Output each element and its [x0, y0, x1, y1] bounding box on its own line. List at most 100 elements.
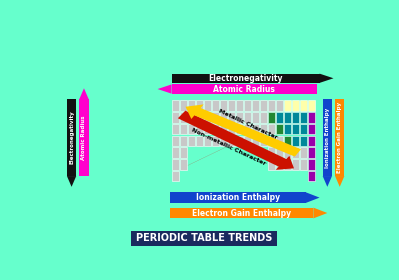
Bar	[300, 100, 307, 111]
Bar	[227, 112, 235, 123]
Bar	[180, 136, 187, 146]
Bar	[300, 124, 307, 134]
FancyArrow shape	[186, 104, 301, 157]
Polygon shape	[320, 74, 334, 83]
Bar	[300, 112, 307, 123]
Bar	[172, 124, 179, 134]
Bar	[180, 100, 187, 111]
Bar	[300, 136, 307, 146]
Bar	[292, 112, 299, 123]
Bar	[268, 136, 275, 146]
Bar	[308, 100, 315, 111]
Bar	[276, 147, 283, 158]
Bar	[260, 136, 267, 146]
Bar	[268, 124, 275, 134]
Bar	[276, 124, 283, 134]
Bar	[252, 100, 259, 111]
Bar	[276, 100, 283, 111]
Bar	[172, 74, 320, 83]
Bar	[180, 147, 187, 158]
Bar	[323, 99, 332, 176]
Bar	[211, 100, 219, 111]
Bar	[170, 208, 313, 218]
Bar	[227, 136, 235, 146]
Bar	[260, 100, 267, 111]
Bar	[292, 147, 299, 158]
Bar	[252, 136, 259, 146]
Polygon shape	[79, 88, 89, 99]
Bar	[268, 112, 275, 123]
Bar	[170, 192, 306, 203]
Bar	[260, 112, 267, 123]
Bar	[180, 159, 187, 170]
Bar	[300, 147, 307, 158]
Polygon shape	[67, 176, 76, 187]
Bar	[219, 124, 227, 134]
Bar	[284, 112, 291, 123]
Bar	[188, 100, 195, 111]
Bar	[219, 112, 227, 123]
Bar	[172, 159, 179, 170]
Bar	[203, 136, 211, 146]
Bar	[172, 100, 179, 111]
Text: PERIODIC TABLE TRENDS: PERIODIC TABLE TRENDS	[136, 234, 272, 243]
Polygon shape	[158, 85, 172, 94]
Bar	[244, 100, 251, 111]
Bar	[227, 124, 235, 134]
Bar	[292, 100, 299, 111]
Bar	[236, 112, 243, 123]
Bar	[292, 136, 299, 146]
Bar	[284, 159, 291, 170]
Bar	[172, 171, 179, 181]
Bar	[219, 136, 227, 146]
Bar	[67, 99, 76, 176]
Text: Electronegativity: Electronegativity	[208, 74, 283, 83]
Bar	[308, 171, 315, 181]
Bar	[196, 124, 203, 134]
Text: Ionization Enthalpy: Ionization Enthalpy	[325, 108, 330, 168]
Bar	[276, 159, 283, 170]
Bar	[196, 112, 203, 123]
Polygon shape	[313, 208, 327, 218]
Bar	[211, 136, 219, 146]
Bar	[244, 136, 251, 146]
Bar	[276, 112, 283, 123]
Bar	[236, 100, 243, 111]
Polygon shape	[323, 176, 332, 187]
Text: Ionization Enthalpy: Ionization Enthalpy	[196, 193, 280, 202]
Bar	[172, 147, 179, 158]
Bar	[268, 100, 275, 111]
Bar	[284, 124, 291, 134]
Bar	[203, 112, 211, 123]
Bar	[244, 124, 251, 134]
Text: Electron Gain Enthalpy: Electron Gain Enthalpy	[192, 209, 291, 218]
Bar	[284, 147, 291, 158]
Bar	[308, 124, 315, 134]
Bar	[219, 100, 227, 111]
Text: Electron Gain Enthalpy: Electron Gain Enthalpy	[337, 102, 342, 173]
Bar	[268, 159, 275, 170]
Bar	[292, 124, 299, 134]
Bar	[188, 136, 195, 146]
Bar	[203, 100, 211, 111]
Bar	[268, 147, 275, 158]
Text: Metallic Character: Metallic Character	[217, 109, 278, 140]
Bar	[172, 85, 317, 94]
Text: Atomic Radius: Atomic Radius	[81, 115, 87, 160]
Text: Atomic Radius: Atomic Radius	[213, 85, 275, 94]
Bar	[300, 159, 307, 170]
Bar	[260, 124, 267, 134]
Bar	[236, 136, 243, 146]
FancyArrow shape	[178, 111, 294, 170]
Bar	[284, 136, 291, 146]
Bar	[244, 112, 251, 123]
Bar	[172, 136, 179, 146]
Bar	[308, 136, 315, 146]
Bar	[180, 124, 187, 134]
Bar	[79, 99, 89, 176]
Bar	[196, 100, 203, 111]
Bar	[236, 124, 243, 134]
Bar	[292, 159, 299, 170]
Bar	[211, 112, 219, 123]
Bar	[227, 100, 235, 111]
